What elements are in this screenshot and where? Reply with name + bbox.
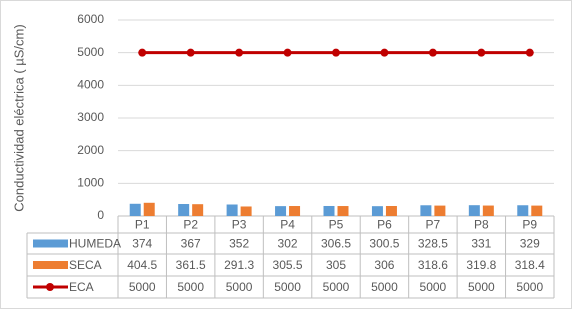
x-tick-label: P2	[183, 218, 198, 232]
legend-label: SECA	[69, 258, 102, 272]
table-value: 404.5	[127, 258, 157, 272]
bar	[323, 205, 335, 216]
bar	[289, 206, 301, 216]
marker	[138, 48, 147, 57]
x-tick-label: P9	[522, 218, 537, 232]
x-tick-label: P1	[135, 218, 150, 232]
table-value: 306	[374, 258, 394, 272]
table-value: 329	[520, 237, 540, 251]
table-value: 291.3	[224, 258, 254, 272]
table-value: 5000	[468, 280, 495, 294]
table-value: 367	[181, 237, 201, 251]
marker	[186, 48, 195, 57]
marker	[332, 48, 340, 57]
bar	[240, 206, 252, 216]
table-value: 302	[278, 237, 298, 251]
x-tick-label: P7	[426, 218, 441, 232]
y-axis-label: Conductividad eléctrica ( µS/cm)	[11, 24, 26, 211]
bar	[178, 204, 190, 216]
bar	[275, 206, 287, 216]
bar	[420, 205, 432, 216]
table-value: 5000	[323, 280, 350, 294]
table-value: 319.8	[466, 258, 496, 272]
y-tick-label: 6000	[77, 12, 104, 26]
x-tick-label: P4	[280, 218, 295, 232]
marker	[283, 48, 292, 57]
bar	[531, 205, 543, 216]
marker	[428, 48, 437, 57]
x-tick-label: P3	[232, 218, 247, 232]
table-value: 331	[471, 237, 491, 251]
table-value: 5000	[129, 280, 156, 294]
bar	[337, 206, 349, 216]
x-tick-label: P5	[329, 218, 344, 232]
table-value: 305	[326, 258, 346, 272]
table-value: 5000	[420, 280, 447, 294]
y-tick-label: 5000	[77, 45, 104, 59]
bar	[371, 206, 383, 216]
marker	[380, 48, 389, 57]
legend-key	[46, 283, 54, 291]
legend-label: HUMEDA	[69, 237, 121, 251]
bar	[468, 205, 480, 216]
bar	[192, 204, 204, 216]
y-tick-label: 4000	[77, 78, 104, 92]
x-tick-label: P6	[377, 218, 392, 232]
table-value: 5000	[226, 280, 253, 294]
y-tick-label: 2000	[77, 143, 104, 157]
marker	[235, 48, 244, 57]
bar	[482, 205, 494, 216]
bar	[226, 204, 238, 216]
bar	[434, 205, 446, 216]
bar	[143, 202, 155, 216]
legend-key	[33, 239, 68, 248]
table-value: 5000	[274, 280, 301, 294]
bar	[129, 203, 141, 216]
bar	[517, 205, 529, 216]
table-value: 318.4	[515, 258, 545, 272]
table-value: 305.5	[273, 258, 303, 272]
table-value: 300.5	[369, 237, 399, 251]
marker	[525, 48, 534, 57]
y-tick-label: 3000	[77, 110, 104, 124]
table-value: 352	[229, 237, 249, 251]
bar	[385, 206, 397, 216]
table-value: 5000	[516, 280, 543, 294]
legend-label: ECA	[69, 280, 94, 294]
y-tick-label: 0	[97, 208, 104, 222]
table-value: 361.5	[176, 258, 206, 272]
table-value: 328.5	[418, 237, 448, 251]
table-value: 5000	[371, 280, 398, 294]
table-value: 5000	[177, 280, 204, 294]
x-tick-label: P8	[474, 218, 489, 232]
table-value: 318.6	[418, 258, 448, 272]
legend-key	[33, 261, 68, 269]
table-value: 306.5	[321, 237, 351, 251]
y-tick-label: 1000	[77, 176, 104, 190]
table-value: 374	[132, 237, 152, 251]
marker	[477, 48, 486, 57]
